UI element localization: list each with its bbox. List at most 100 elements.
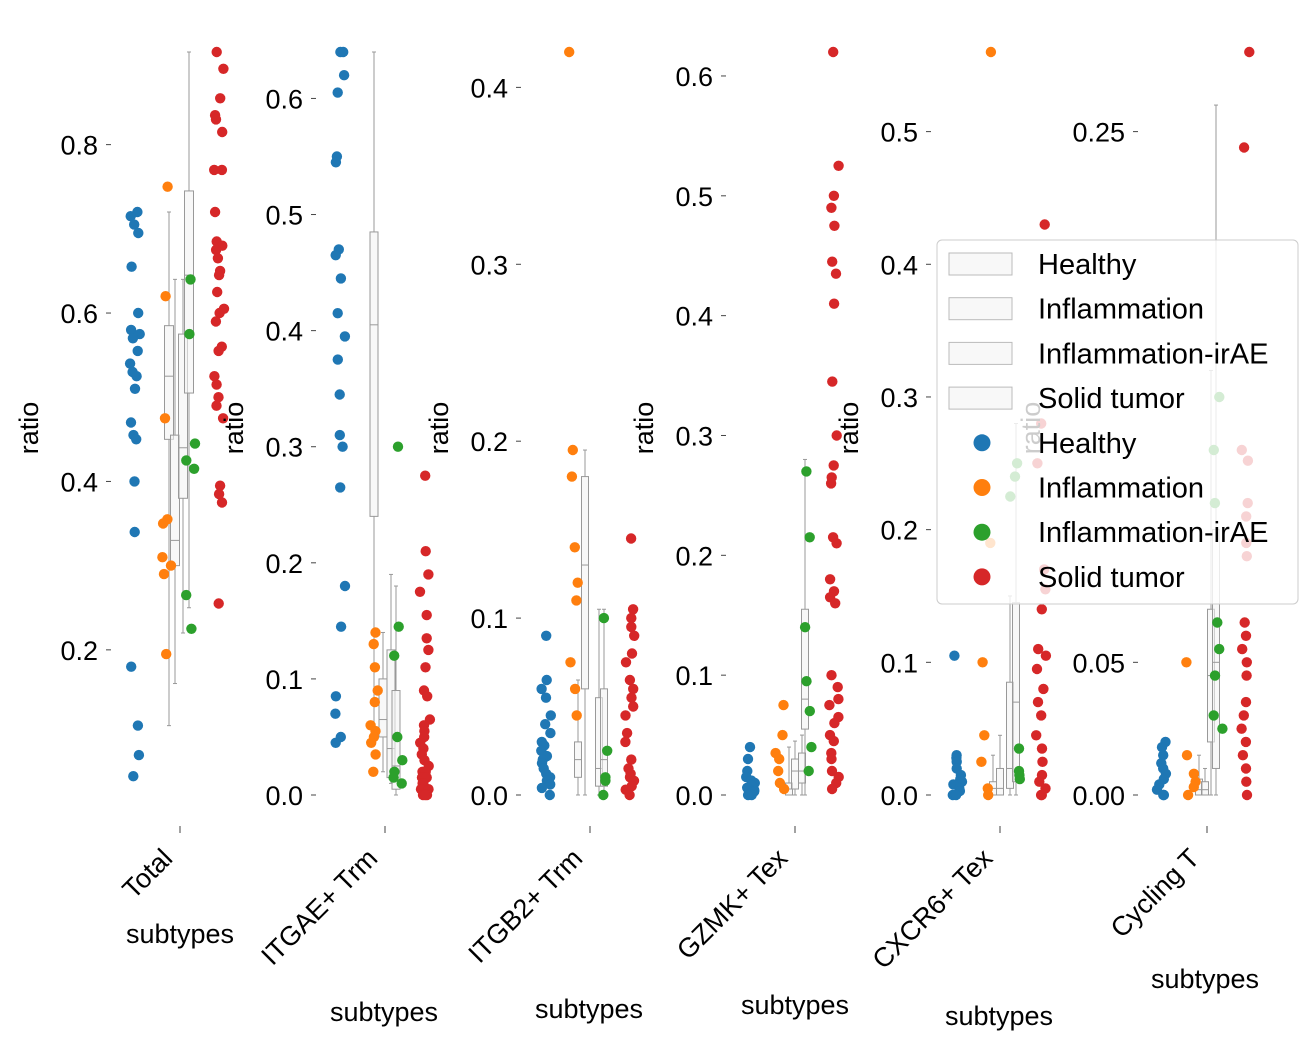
x-axis-label: subtypes [945,1001,1053,1031]
box-inflammation [170,278,180,685]
point-healthy [1156,742,1168,753]
point-healthy [334,389,345,400]
y-tick-label: 0.6 [675,62,713,92]
legend-box-swatch-inflammation-irae [948,341,1013,365]
y-axis-label: ratio [14,402,44,455]
y-tick-label: 0.25 [1072,118,1125,148]
box-iqr [996,767,1004,796]
point-healthy [330,250,341,261]
point-inflammation-irae [1013,743,1025,754]
point-solid-tumor [213,488,225,500]
point-solid-tumor [1241,657,1253,668]
point-inflammation-irae [1208,710,1219,721]
point-inflammation [159,413,171,424]
point-inflammation [161,648,172,660]
legend-frame [936,239,1299,605]
y-axis-label: ratio [834,402,864,455]
point-healthy [544,789,555,801]
point-inflammation [572,577,583,588]
point-solid-tumor [1037,756,1048,767]
x-category-label: GZMK+ Tex [671,843,794,966]
point-solid-tumor [824,699,835,711]
point-healthy [133,307,144,319]
point-healthy [129,383,141,394]
point-solid-tumor [422,691,433,702]
point-inflammation [985,46,997,58]
y-tick-label: 0.4 [265,317,303,347]
box-inflammation [1201,767,1209,796]
point-solid-tumor [1238,142,1250,153]
y-tick-label: 0.2 [880,516,918,546]
point-solid-tumor [1239,617,1250,628]
point-solid-tumor [211,46,222,58]
point-inflammation [1181,750,1193,761]
point-solid-tumor [626,621,637,633]
box-iqr [1201,781,1209,796]
point-solid-tumor [629,630,640,641]
point-solid-tumor [1240,696,1252,708]
point-solid-tumor [217,126,228,138]
point-solid-tumor [828,46,839,58]
point-solid-tumor [213,598,224,609]
point-solid-tumor [830,598,841,609]
box-iqr [369,231,379,517]
box-solid-tumor [600,608,608,796]
point-solid-tumor [620,657,632,668]
box-iqr [178,333,188,499]
point-healthy [337,441,348,452]
point-solid-tumor [420,789,431,801]
point-solid-tumor [1039,219,1050,230]
point-healthy [330,708,341,719]
point-solid-tumor [626,612,637,624]
point-inflammation [162,181,173,192]
point-healthy [126,661,137,672]
point-solid-tumor [1237,643,1248,655]
point-solid-tumor [211,379,222,390]
y-tick-label: 0.4 [470,73,508,103]
point-solid-tumor [826,753,837,765]
point-solid-tumor [1036,789,1048,801]
point-solid-tumor [1240,763,1252,774]
y-tick-label: 0.0 [470,781,508,811]
point-inflammation [160,291,171,302]
point-solid-tumor [214,480,226,491]
point-solid-tumor [1236,723,1247,734]
point-inflammation-irae [397,755,408,766]
point-healthy [335,273,347,284]
x-axis-label: subtypes [535,994,643,1024]
point-solid-tumor [420,470,431,481]
box-iqr [801,608,809,730]
y-tick-label: 0.6 [60,299,98,329]
point-inflammation [368,638,379,650]
point-solid-tumor [832,681,843,693]
point-healthy [545,727,556,739]
point-inflammation-irae [392,441,404,452]
point-solid-tumor [624,674,636,686]
point-inflammation-irae [185,274,196,285]
point-inflammation-irae [396,778,407,789]
point-inflammation [777,729,788,741]
point-solid-tumor [824,574,836,585]
point-solid-tumor [212,253,224,264]
point-inflammation [567,444,578,456]
point-inflammation [774,753,785,765]
point-solid-tumor [628,683,639,695]
point-solid-tumor [828,735,839,747]
point-healthy [335,46,346,58]
point-inflammation [1181,657,1192,668]
y-tick-label: 0.3 [265,433,303,463]
y-tick-label: 0.5 [880,118,918,148]
point-solid-tumor [211,400,222,411]
y-tick-label: 0.5 [265,201,303,231]
y-tick-label: 0.1 [470,604,508,634]
point-healthy [330,691,342,702]
point-solid-tumor [420,662,431,673]
point-solid-tumor [827,256,838,267]
point-inflammation-irae [598,612,610,624]
point-inflammation [565,657,576,668]
point-solid-tumor [209,206,221,218]
point-inflammation [977,657,988,668]
point-solid-tumor [1238,710,1250,721]
point-inflammation-irae [393,621,404,632]
point-inflammation [569,542,580,553]
